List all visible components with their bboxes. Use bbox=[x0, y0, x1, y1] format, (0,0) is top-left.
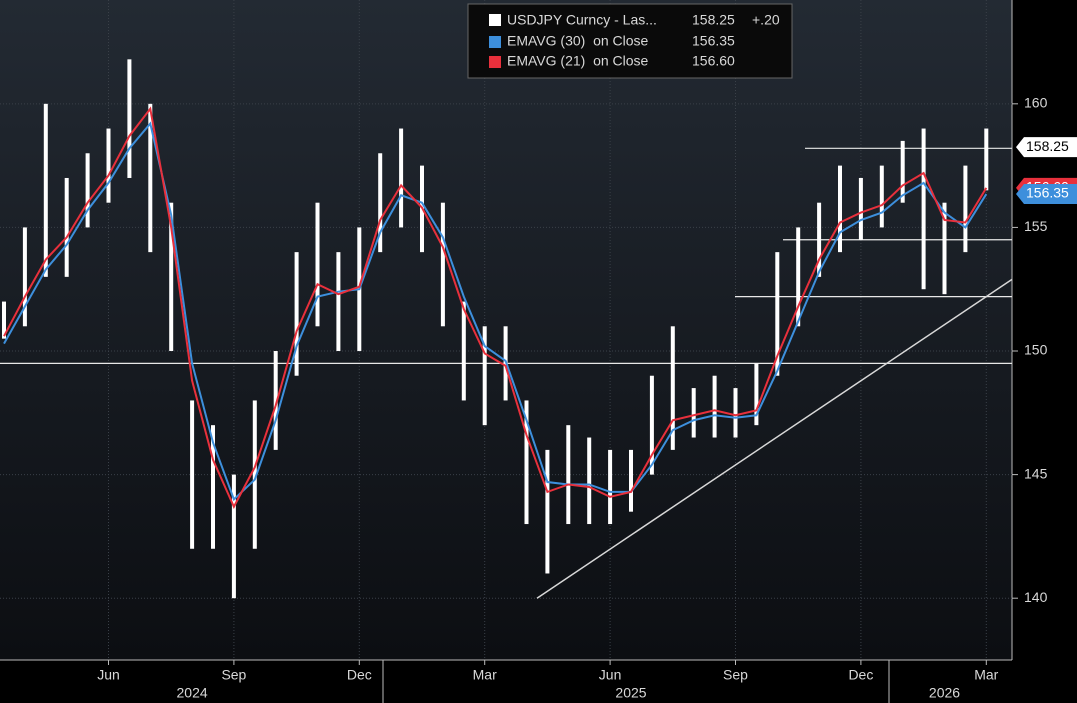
year-label: 2024 bbox=[177, 685, 208, 701]
price-bar bbox=[712, 375, 717, 438]
x-tick-label: Sep bbox=[723, 667, 748, 683]
last-tag bbox=[1016, 184, 1077, 205]
price-bar bbox=[148, 103, 153, 253]
legend-swatch bbox=[489, 36, 501, 48]
price-bar bbox=[399, 128, 404, 228]
price-bar bbox=[43, 103, 48, 277]
legend-label: EMAVG (30) on Close bbox=[507, 33, 649, 49]
price-bar bbox=[85, 153, 90, 228]
last-tag-label: 158.25 bbox=[1026, 138, 1069, 154]
price-bar bbox=[670, 326, 675, 450]
legend-value: 156.60 bbox=[692, 53, 735, 69]
x-tick-label: Dec bbox=[347, 667, 372, 683]
legend-swatch bbox=[489, 56, 501, 68]
price-bar bbox=[796, 227, 801, 327]
price-bar bbox=[733, 388, 738, 438]
price-bar bbox=[921, 128, 926, 290]
price-bar bbox=[545, 449, 550, 574]
price-bar bbox=[22, 227, 27, 327]
price-bar bbox=[169, 202, 174, 352]
x-tick-label: Jun bbox=[97, 667, 120, 683]
price-bar bbox=[106, 128, 111, 203]
legend-box bbox=[467, 3, 793, 79]
price-bar bbox=[315, 202, 320, 327]
price-bar bbox=[64, 177, 69, 277]
price-bar bbox=[252, 400, 257, 549]
price-bar bbox=[879, 165, 884, 228]
y-tick-label: 160 bbox=[1024, 95, 1048, 111]
ema-line bbox=[3, 121, 988, 502]
legend-swatch bbox=[489, 14, 501, 26]
price-bar bbox=[963, 165, 968, 253]
price-bar bbox=[649, 375, 654, 475]
x-tick-label: Dec bbox=[848, 667, 873, 683]
legend-change: +.20 bbox=[752, 12, 780, 28]
last-tag bbox=[1016, 137, 1077, 158]
last-tag-label: 156.35 bbox=[1026, 185, 1069, 201]
year-label: 2025 bbox=[615, 685, 646, 701]
price-bar bbox=[587, 437, 592, 525]
price-bar bbox=[294, 252, 299, 376]
price-bar bbox=[754, 363, 759, 426]
price-bar bbox=[984, 128, 989, 191]
y-tick-label: 150 bbox=[1024, 342, 1048, 358]
price-bar bbox=[775, 252, 780, 376]
y-tick-label: 145 bbox=[1024, 465, 1048, 481]
x-tick-label: Mar bbox=[473, 667, 497, 683]
price-bar bbox=[127, 59, 132, 178]
price-bar bbox=[378, 153, 383, 253]
price-bar bbox=[273, 351, 278, 450]
y-tick-label: 155 bbox=[1024, 218, 1048, 234]
price-bar bbox=[629, 449, 633, 512]
trend-line bbox=[536, 278, 1013, 599]
price-bar bbox=[942, 202, 947, 295]
price-bar bbox=[211, 425, 215, 549]
legend: USDJPY Curncy - Las... 158.25 +.20 EMAVG… bbox=[467, 3, 793, 79]
x-tick-label: Jun bbox=[599, 667, 622, 683]
price-bar bbox=[482, 326, 487, 426]
price-bar bbox=[817, 202, 822, 277]
x-tick-label: Sep bbox=[221, 667, 246, 683]
price-bar bbox=[2, 301, 6, 339]
price-bar bbox=[838, 165, 842, 253]
price-bar bbox=[524, 400, 529, 525]
price-bar bbox=[231, 474, 236, 599]
ema-line bbox=[3, 106, 988, 510]
legend-label: USDJPY Curncy - Las... bbox=[507, 12, 657, 28]
legend-value: 156.35 bbox=[692, 33, 735, 49]
price-bar bbox=[440, 202, 445, 327]
price-bar bbox=[608, 449, 613, 525]
y-tick-label: 140 bbox=[1024, 589, 1048, 605]
price-bar bbox=[190, 400, 195, 549]
year-label: 2026 bbox=[929, 685, 960, 701]
price-bar bbox=[336, 252, 341, 352]
price-bar bbox=[566, 425, 571, 525]
price-bar bbox=[900, 140, 905, 203]
price-bar bbox=[691, 388, 696, 438]
price-bar bbox=[858, 177, 863, 240]
x-tick-label: Mar bbox=[974, 667, 998, 683]
price-bar bbox=[461, 301, 466, 401]
legend-label: EMAVG (21) on Close bbox=[507, 53, 649, 69]
legend-value: 158.25 bbox=[692, 12, 735, 28]
